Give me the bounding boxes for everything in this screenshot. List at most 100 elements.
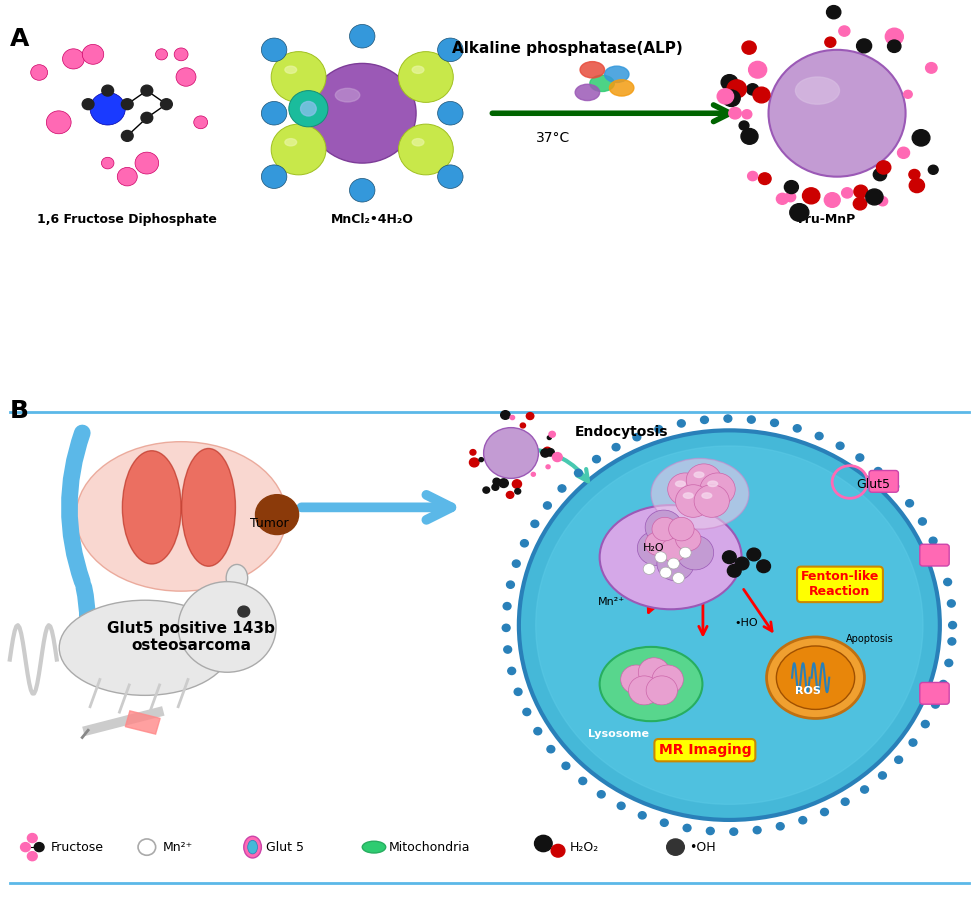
- Circle shape: [944, 660, 952, 667]
- Circle shape: [540, 448, 549, 458]
- Circle shape: [194, 116, 207, 129]
- Circle shape: [909, 178, 923, 193]
- Text: H₂O₂: H₂O₂: [569, 841, 599, 853]
- Circle shape: [534, 835, 552, 852]
- Circle shape: [141, 112, 153, 123]
- Text: Glut 5: Glut 5: [266, 841, 304, 853]
- Circle shape: [776, 193, 787, 205]
- Circle shape: [905, 500, 912, 507]
- Circle shape: [768, 50, 905, 177]
- Circle shape: [856, 39, 870, 53]
- Circle shape: [825, 5, 840, 19]
- Circle shape: [30, 64, 48, 81]
- Circle shape: [491, 484, 498, 490]
- Ellipse shape: [683, 493, 692, 498]
- Circle shape: [727, 564, 740, 577]
- Circle shape: [668, 517, 693, 541]
- FancyArrowPatch shape: [84, 587, 87, 654]
- Circle shape: [616, 802, 624, 809]
- Text: •HO: •HO: [734, 618, 757, 629]
- Circle shape: [877, 197, 887, 206]
- Circle shape: [924, 63, 936, 73]
- Circle shape: [686, 464, 721, 496]
- Ellipse shape: [693, 472, 703, 477]
- Circle shape: [255, 495, 298, 535]
- Circle shape: [908, 169, 919, 179]
- Ellipse shape: [794, 77, 838, 104]
- Text: MR Imaging: MR Imaging: [658, 743, 750, 757]
- Circle shape: [860, 786, 867, 793]
- Ellipse shape: [599, 506, 741, 609]
- Circle shape: [535, 446, 922, 805]
- Circle shape: [784, 192, 795, 202]
- FancyBboxPatch shape: [919, 682, 949, 704]
- Circle shape: [693, 485, 729, 517]
- Circle shape: [141, 85, 153, 96]
- Circle shape: [917, 518, 925, 525]
- Circle shape: [261, 101, 287, 125]
- Ellipse shape: [247, 841, 257, 853]
- Circle shape: [546, 465, 550, 468]
- Circle shape: [437, 101, 463, 125]
- Ellipse shape: [362, 841, 385, 853]
- Circle shape: [513, 689, 521, 696]
- Circle shape: [633, 433, 641, 440]
- Circle shape: [469, 458, 478, 467]
- Circle shape: [729, 828, 736, 835]
- Circle shape: [300, 101, 316, 116]
- Circle shape: [884, 28, 903, 45]
- Text: Fructose: Fructose: [51, 841, 104, 853]
- Circle shape: [493, 478, 500, 485]
- Circle shape: [937, 557, 945, 564]
- Ellipse shape: [608, 80, 634, 96]
- Circle shape: [238, 606, 249, 617]
- Ellipse shape: [776, 646, 854, 709]
- Circle shape: [823, 193, 839, 207]
- Circle shape: [628, 676, 659, 705]
- Circle shape: [526, 412, 533, 419]
- Circle shape: [920, 720, 928, 728]
- Circle shape: [519, 423, 525, 428]
- Circle shape: [947, 638, 955, 645]
- Text: Alkaline phosphatase(ALP): Alkaline phosphatase(ALP): [452, 41, 683, 56]
- Circle shape: [903, 91, 911, 98]
- Circle shape: [927, 165, 937, 174]
- Circle shape: [746, 548, 760, 561]
- Circle shape: [27, 834, 37, 843]
- Circle shape: [734, 557, 748, 570]
- Circle shape: [948, 622, 956, 629]
- Circle shape: [660, 538, 686, 562]
- Circle shape: [738, 121, 748, 130]
- Circle shape: [543, 502, 551, 509]
- Circle shape: [502, 624, 510, 631]
- Circle shape: [679, 547, 690, 558]
- Circle shape: [651, 665, 683, 694]
- Circle shape: [865, 189, 882, 205]
- Circle shape: [855, 454, 863, 461]
- Circle shape: [638, 658, 669, 687]
- Ellipse shape: [412, 66, 423, 73]
- Circle shape: [592, 456, 600, 463]
- Circle shape: [508, 668, 515, 675]
- Circle shape: [511, 480, 521, 488]
- Circle shape: [520, 540, 528, 547]
- Ellipse shape: [334, 89, 360, 102]
- Text: Fenton-like
Reaction: Fenton-like Reaction: [800, 571, 878, 598]
- Circle shape: [533, 728, 541, 735]
- Circle shape: [398, 52, 453, 102]
- Circle shape: [815, 432, 822, 439]
- Circle shape: [672, 573, 684, 583]
- Circle shape: [875, 161, 890, 174]
- Circle shape: [90, 92, 125, 125]
- Circle shape: [943, 578, 951, 585]
- Circle shape: [877, 772, 885, 779]
- Circle shape: [897, 147, 909, 159]
- Circle shape: [138, 839, 156, 855]
- Circle shape: [700, 416, 708, 423]
- Circle shape: [666, 839, 684, 855]
- Ellipse shape: [675, 481, 685, 487]
- Circle shape: [789, 204, 808, 221]
- Text: Lysosome: Lysosome: [588, 729, 648, 739]
- Ellipse shape: [285, 139, 296, 146]
- Circle shape: [503, 602, 511, 610]
